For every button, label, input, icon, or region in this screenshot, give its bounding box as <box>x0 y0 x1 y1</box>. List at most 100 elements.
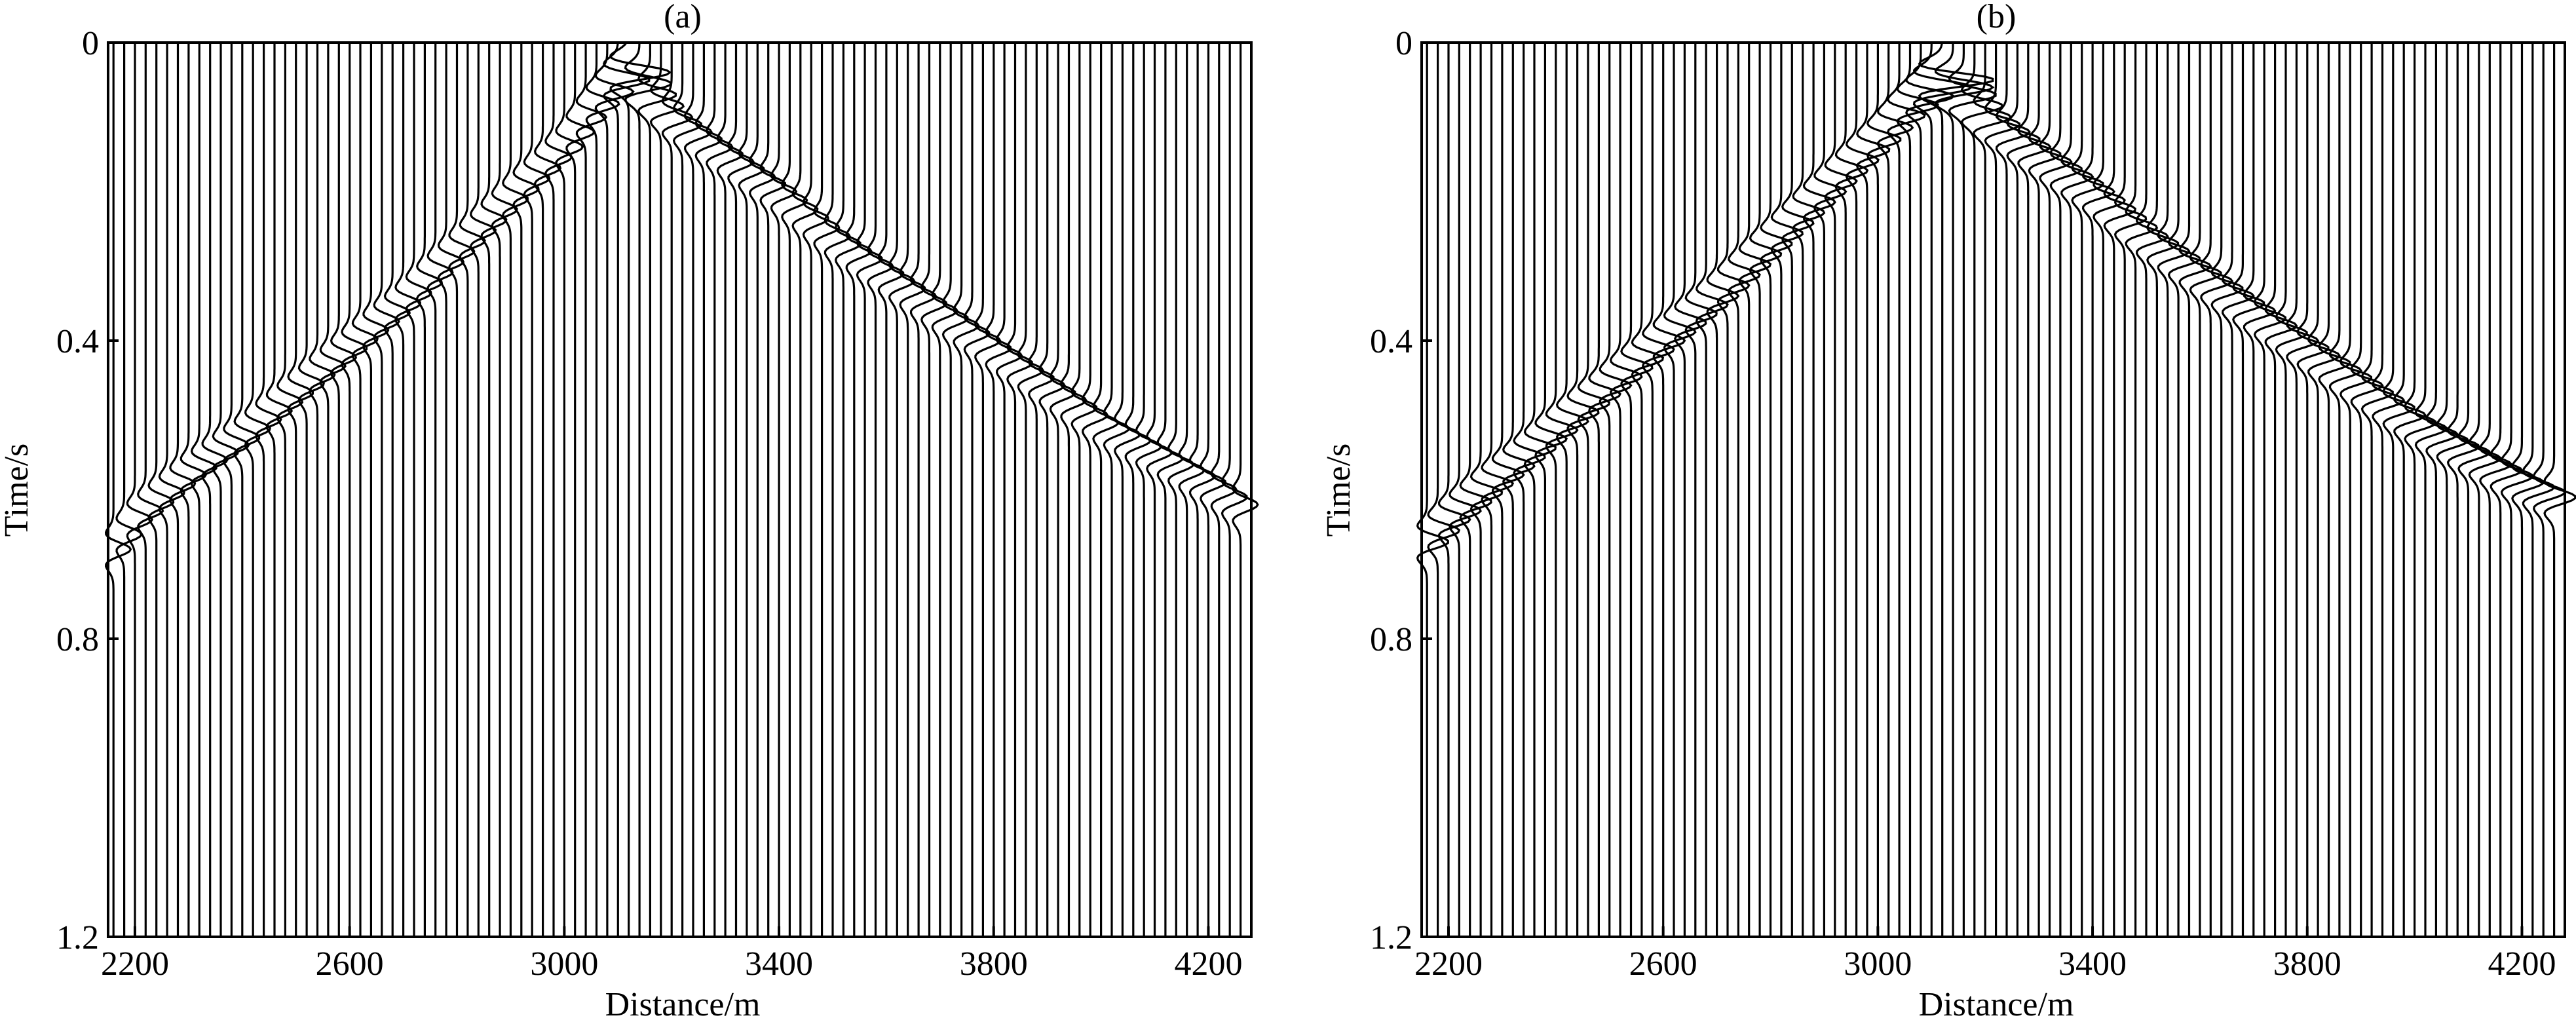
seismic-trace <box>437 43 465 937</box>
seismic-trace <box>1876 43 1914 937</box>
seismic-trace <box>2093 43 2127 937</box>
seismic-trace <box>126 43 154 937</box>
seismic-trace <box>770 43 798 937</box>
seismic-trace <box>2253 43 2286 937</box>
seismic-trace <box>512 43 540 937</box>
panel-a-traces <box>104 42 1259 937</box>
seismic-trace <box>1491 43 1525 937</box>
seismic-trace <box>309 43 336 937</box>
seismic-trace <box>920 43 947 937</box>
panel-b-ylabel: Time/s <box>1320 444 1357 537</box>
seismic-trace <box>963 43 991 937</box>
seismic-trace <box>448 43 476 937</box>
seismic-trace <box>1620 43 1654 937</box>
seismic-trace <box>1912 43 1973 937</box>
seismic-trace <box>624 42 673 937</box>
seismic-trace <box>1566 43 1600 937</box>
seismic-trace <box>1513 43 1546 937</box>
seismic-trace <box>2200 43 2234 937</box>
seismic-trace <box>1781 43 1815 937</box>
seismic-trace <box>1995 43 2032 937</box>
seismic-trace <box>1070 43 1098 937</box>
seismic-trace <box>147 43 175 937</box>
seismic-trace <box>1984 43 2020 937</box>
seismic-trace <box>2071 43 2104 937</box>
seismic-trace <box>2060 43 2094 937</box>
seismic-trace <box>727 43 755 937</box>
seismic-trace <box>1167 43 1195 937</box>
x-tick-label: 2600 <box>1629 945 1697 983</box>
seismic-trace <box>565 43 596 937</box>
seismic-trace <box>2479 43 2512 937</box>
seismic-trace <box>1695 43 1729 937</box>
y-tick-label: 1.2 <box>56 919 99 956</box>
seismic-trace <box>845 43 873 937</box>
seismic-trace <box>1459 43 1492 937</box>
x-tick-label: 4200 <box>1174 945 1242 983</box>
y-tick-label: 0 <box>82 25 99 62</box>
seismic-trace <box>1092 43 1119 937</box>
panel-b-xlabel: Distance/m <box>1919 986 2074 1022</box>
seismic-trace <box>104 43 132 937</box>
seismic-trace <box>1663 43 1697 937</box>
seismic-trace <box>2286 43 2320 937</box>
seismic-trace <box>2500 43 2534 937</box>
panel-a-frame <box>107 41 1253 938</box>
seismic-trace <box>1124 43 1152 937</box>
seismic-trace <box>2146 43 2180 937</box>
seismic-trace <box>2103 43 2136 937</box>
seismic-trace <box>2232 43 2265 937</box>
seismic-trace <box>759 43 786 937</box>
seismic-trace <box>1887 43 1926 937</box>
seismic-trace <box>544 43 573 937</box>
seismic-trace <box>212 43 239 937</box>
seismic-trace <box>2189 43 2222 937</box>
seismic-trace <box>2446 43 2480 937</box>
seismic-trace <box>2210 43 2244 937</box>
seismic-trace <box>1049 43 1076 937</box>
seismic-trace <box>2006 43 2041 937</box>
seismic-trace <box>1960 43 2004 937</box>
seismic-trace <box>609 42 672 937</box>
seismic-trace <box>2028 43 2062 937</box>
x-tick-label: 3800 <box>2273 945 2341 983</box>
x-tick-label: 3800 <box>960 945 1028 983</box>
y-tick-label: 1.2 <box>1370 919 1412 956</box>
seismic-trace <box>1642 43 1675 937</box>
seismic-trace <box>330 43 358 937</box>
seismic-trace <box>523 43 551 937</box>
seismic-trace <box>373 43 400 937</box>
seismic-trace <box>1948 43 1997 937</box>
seismic-trace <box>115 43 143 937</box>
seismic-trace <box>1749 43 1783 937</box>
seismic-trace <box>2017 43 2052 937</box>
seismic-trace <box>2296 43 2330 937</box>
seismic-trace <box>749 43 776 937</box>
panel-b-ticks: 2200 2600 3000 3400 3800 4200 0 0.4 0.8 1.2 <box>1370 25 2556 983</box>
seismic-trace <box>533 43 562 937</box>
seismic-trace <box>2436 43 2470 937</box>
x-tick-label: 2200 <box>101 945 169 983</box>
seismic-trace <box>2328 43 2362 937</box>
seismic-trace <box>2275 43 2308 937</box>
seismic-trace <box>2221 43 2255 937</box>
seismic-trace <box>1802 43 1836 937</box>
seismic-trace <box>738 43 765 937</box>
seismic-trace <box>2049 43 2083 937</box>
seismic-trace <box>1469 43 1504 937</box>
seismic-trace <box>1855 43 1891 937</box>
x-tick-label: 3000 <box>530 945 598 983</box>
seismic-trace <box>2522 43 2556 937</box>
seismic-trace <box>1481 43 1515 937</box>
seismic-trace <box>716 43 744 937</box>
seismic-trace <box>426 43 454 937</box>
seismic-trace <box>362 43 390 937</box>
seismic-trace <box>1684 43 1718 937</box>
seismic-trace <box>2404 43 2437 937</box>
seismic-trace <box>1017 43 1044 937</box>
x-tick-label: 3000 <box>1844 945 1912 983</box>
seismic-trace <box>1896 43 1939 937</box>
seismic-trace <box>899 43 926 937</box>
seismic-trace <box>416 43 444 937</box>
seismic-trace <box>341 43 368 937</box>
